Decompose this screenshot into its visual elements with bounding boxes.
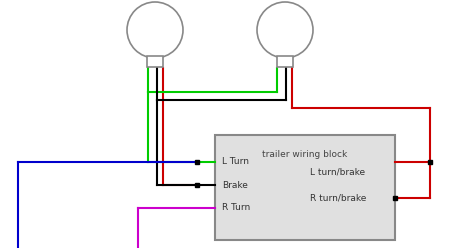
Bar (277, 56, 293, 67)
Bar (147, 56, 163, 67)
Circle shape (257, 2, 313, 58)
Text: trailer wiring block: trailer wiring block (263, 150, 347, 159)
Text: R turn/brake: R turn/brake (310, 193, 366, 203)
Bar (215, 135, 395, 240)
Text: L Turn: L Turn (222, 157, 249, 166)
Circle shape (127, 2, 183, 58)
Text: R Turn: R Turn (222, 204, 250, 213)
Text: Brake: Brake (222, 181, 248, 189)
Text: L turn/brake: L turn/brake (310, 167, 365, 177)
